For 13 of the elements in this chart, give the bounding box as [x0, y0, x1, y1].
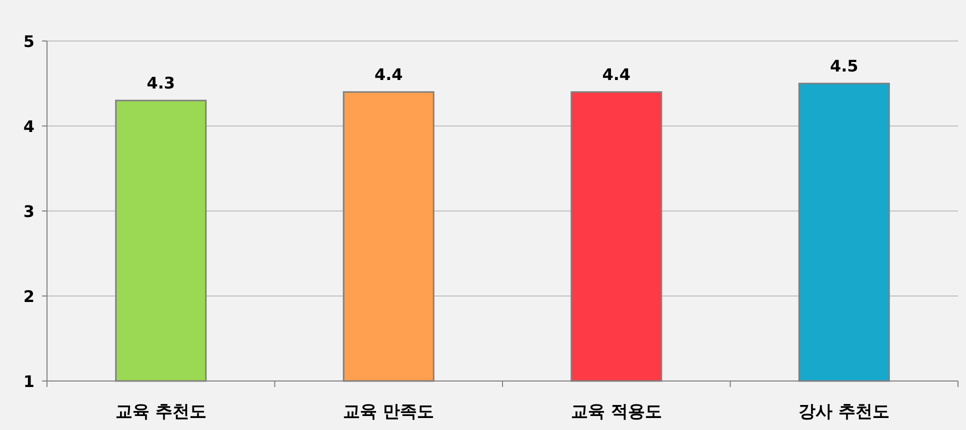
x-tick-label: 교육 적용도 [570, 402, 662, 422]
data-label: 4.5 [830, 56, 858, 76]
data-label: 4.4 [602, 65, 631, 84]
y-tick-label: 5 [23, 32, 35, 51]
x-tick-label: 교육 만족도 [343, 402, 434, 422]
y-tick-label: 1 [23, 372, 35, 391]
x-tick-label: 교육 추천도 [115, 402, 206, 422]
x-tick-label: 강사 추천도 [798, 402, 890, 422]
data-label: 4.4 [374, 65, 403, 84]
y-tick-label: 2 [23, 287, 35, 306]
data-label: 4.3 [146, 74, 176, 92]
y-tick-label: 4 [23, 117, 35, 136]
y-tick-label: 3 [23, 202, 35, 221]
